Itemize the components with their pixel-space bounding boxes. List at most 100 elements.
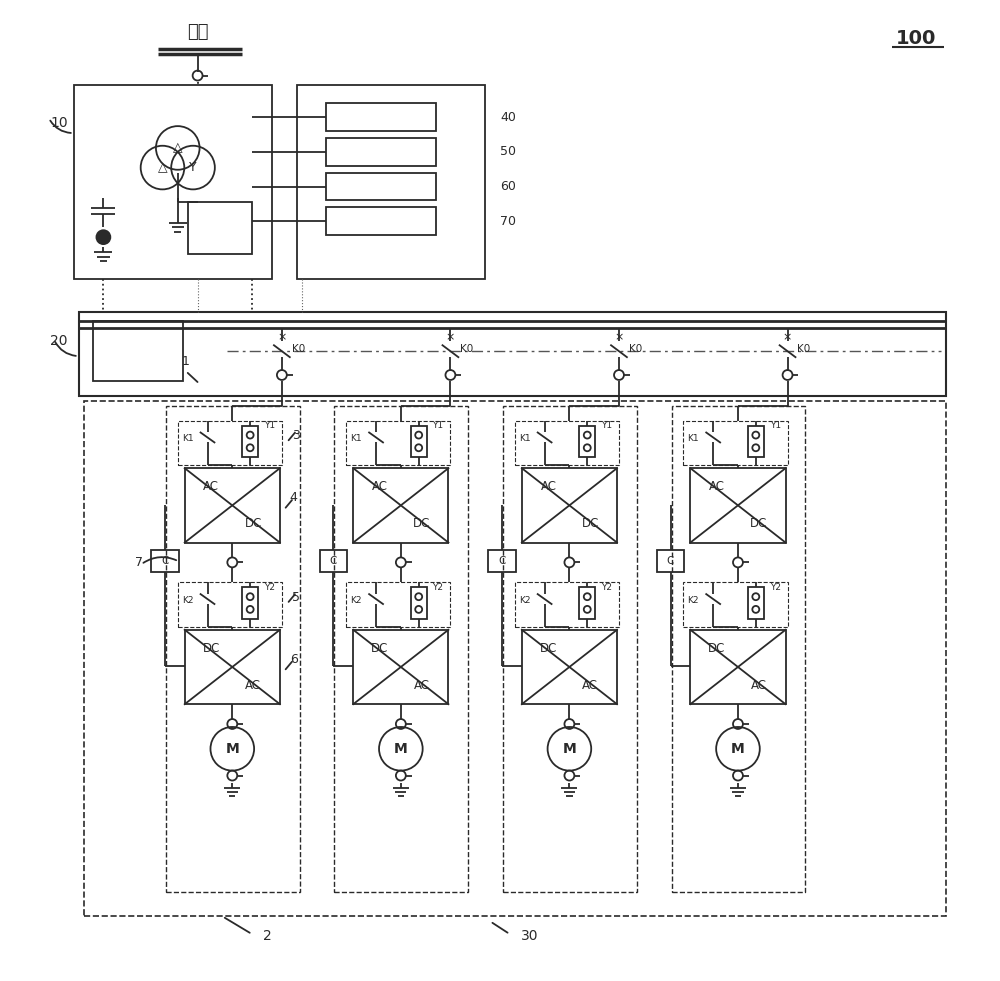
- Text: 3: 3: [292, 429, 300, 442]
- Text: K0: K0: [292, 344, 305, 354]
- Text: K2: K2: [519, 595, 531, 604]
- Text: ×: ×: [783, 333, 792, 342]
- Bar: [503, 406, 637, 892]
- Bar: [178, 582, 282, 627]
- Text: C: C: [667, 556, 674, 566]
- Text: AC: AC: [540, 481, 556, 493]
- Text: 30: 30: [521, 929, 538, 943]
- Text: M: M: [563, 742, 576, 755]
- Text: △: △: [158, 161, 167, 174]
- Text: Y: Y: [189, 161, 197, 174]
- Text: AC: AC: [372, 481, 388, 493]
- Text: AC: AC: [203, 481, 219, 493]
- Text: K0: K0: [460, 344, 474, 354]
- Text: M: M: [225, 742, 239, 755]
- Bar: [411, 426, 427, 457]
- Text: Y1: Y1: [433, 421, 444, 430]
- Bar: [178, 421, 282, 465]
- Bar: [326, 103, 436, 131]
- Bar: [297, 85, 485, 279]
- Text: K0: K0: [629, 344, 642, 354]
- Text: AC: AC: [709, 481, 725, 493]
- Text: M: M: [731, 742, 745, 755]
- Bar: [515, 421, 619, 465]
- Text: DC: DC: [371, 642, 389, 655]
- Text: 40: 40: [500, 111, 516, 124]
- Bar: [334, 406, 468, 892]
- Text: K2: K2: [182, 595, 193, 604]
- Bar: [242, 426, 258, 457]
- Text: DC: DC: [245, 517, 262, 531]
- Text: C: C: [330, 556, 337, 566]
- Bar: [242, 588, 258, 619]
- Bar: [185, 468, 280, 542]
- Text: AC: AC: [751, 679, 767, 692]
- Bar: [522, 630, 617, 704]
- Bar: [346, 421, 450, 465]
- Bar: [353, 468, 448, 542]
- Bar: [188, 202, 252, 254]
- Text: 电网: 电网: [187, 23, 208, 41]
- Text: Y1: Y1: [264, 421, 275, 430]
- Text: 7: 7: [135, 556, 143, 569]
- Text: K0: K0: [797, 344, 811, 354]
- Text: ×: ×: [446, 333, 455, 342]
- Bar: [690, 468, 786, 542]
- Text: DC: DC: [582, 517, 599, 531]
- Text: 50: 50: [500, 145, 516, 158]
- Text: 70: 70: [500, 215, 516, 228]
- Text: DC: DC: [708, 642, 726, 655]
- Bar: [579, 588, 595, 619]
- Text: 1: 1: [182, 354, 190, 368]
- Text: DC: DC: [750, 517, 768, 531]
- Bar: [151, 550, 179, 572]
- Text: 10: 10: [50, 116, 68, 130]
- Text: K1: K1: [350, 434, 362, 443]
- Text: 20: 20: [50, 335, 68, 348]
- Bar: [185, 630, 280, 704]
- Bar: [74, 85, 272, 279]
- Bar: [690, 630, 786, 704]
- Text: M: M: [394, 742, 408, 755]
- Text: C: C: [161, 556, 169, 566]
- Bar: [683, 582, 788, 627]
- Bar: [672, 406, 805, 892]
- Circle shape: [96, 231, 110, 244]
- Text: C: C: [498, 556, 506, 566]
- Bar: [326, 207, 436, 235]
- Text: AC: AC: [245, 679, 261, 692]
- Bar: [93, 322, 183, 381]
- Text: Y1: Y1: [770, 421, 781, 430]
- Text: AC: AC: [582, 679, 598, 692]
- Text: ×: ×: [277, 333, 287, 342]
- Bar: [683, 421, 788, 465]
- Text: K1: K1: [182, 434, 193, 443]
- Bar: [346, 582, 450, 627]
- Bar: [657, 550, 684, 572]
- Text: DC: DC: [203, 642, 220, 655]
- Text: K1: K1: [688, 434, 699, 443]
- Text: K2: K2: [350, 595, 362, 604]
- Text: Y2: Y2: [433, 583, 444, 592]
- Bar: [353, 630, 448, 704]
- Bar: [515, 582, 619, 627]
- Text: Y2: Y2: [601, 583, 612, 592]
- Text: 5: 5: [292, 591, 300, 603]
- Bar: [748, 588, 764, 619]
- Text: 60: 60: [500, 181, 516, 193]
- Bar: [166, 406, 300, 892]
- Text: Y2: Y2: [770, 583, 781, 592]
- Bar: [488, 550, 516, 572]
- Bar: [326, 173, 436, 200]
- Text: Y1: Y1: [601, 421, 612, 430]
- Text: Y2: Y2: [264, 583, 275, 592]
- Text: AC: AC: [414, 679, 430, 692]
- Bar: [522, 468, 617, 542]
- Bar: [84, 401, 946, 916]
- Text: 2: 2: [263, 929, 271, 943]
- Text: 6: 6: [290, 653, 298, 666]
- Text: DC: DC: [540, 642, 557, 655]
- Bar: [326, 138, 436, 166]
- Bar: [411, 588, 427, 619]
- Text: 4: 4: [290, 491, 298, 504]
